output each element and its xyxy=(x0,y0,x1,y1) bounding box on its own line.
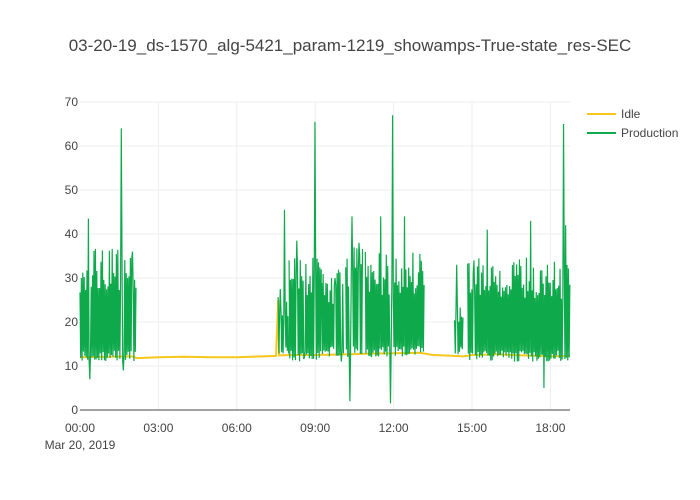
series-line-production xyxy=(288,121,322,362)
x-tick-date-label: Mar 20, 2019 xyxy=(45,438,116,452)
x-tick-label: 12:00 xyxy=(379,421,409,435)
plot-area xyxy=(79,115,571,404)
x-tick-label: 03:00 xyxy=(143,421,173,435)
x-tick-label: 09:00 xyxy=(300,421,330,435)
legend[interactable]: Idle Production xyxy=(587,107,678,140)
y-tick-label: 20 xyxy=(65,315,79,329)
y-tick-label: 60 xyxy=(65,139,79,153)
chart-title: 03-20-19_ds-1570_alg-5421_param-1219_sho… xyxy=(69,36,632,55)
x-tick-label: 18:00 xyxy=(535,421,565,435)
y-tick-label: 10 xyxy=(65,359,79,373)
series-line-production xyxy=(364,115,425,404)
y-tick-label: 70 xyxy=(65,95,79,109)
y-tick-label: 50 xyxy=(65,183,79,197)
legend-item-idle[interactable]: Idle xyxy=(587,107,641,121)
series-line-production xyxy=(467,123,571,389)
y-tick-label: 30 xyxy=(65,271,79,285)
y-tick-label: 40 xyxy=(65,227,79,241)
series-line-production xyxy=(345,216,364,402)
series-line-production xyxy=(453,264,464,355)
x-tick-label: 00:00 xyxy=(65,421,95,435)
legend-item-production[interactable]: Production xyxy=(587,126,678,140)
series-line-production xyxy=(321,269,345,362)
x-tick-label: 15:00 xyxy=(457,421,487,435)
axes: 0 10 20 30 40 50 60 70 00:00 03:00 06:00 09:00 12:00… xyxy=(45,95,570,452)
x-tick-label: 06:00 xyxy=(222,421,252,435)
grid xyxy=(80,101,570,410)
series-line-production xyxy=(277,209,290,354)
y-tick-label: 0 xyxy=(71,403,78,417)
series-line-production xyxy=(79,128,137,380)
legend-label-idle: Idle xyxy=(621,107,641,121)
legend-label-production: Production xyxy=(621,126,678,140)
